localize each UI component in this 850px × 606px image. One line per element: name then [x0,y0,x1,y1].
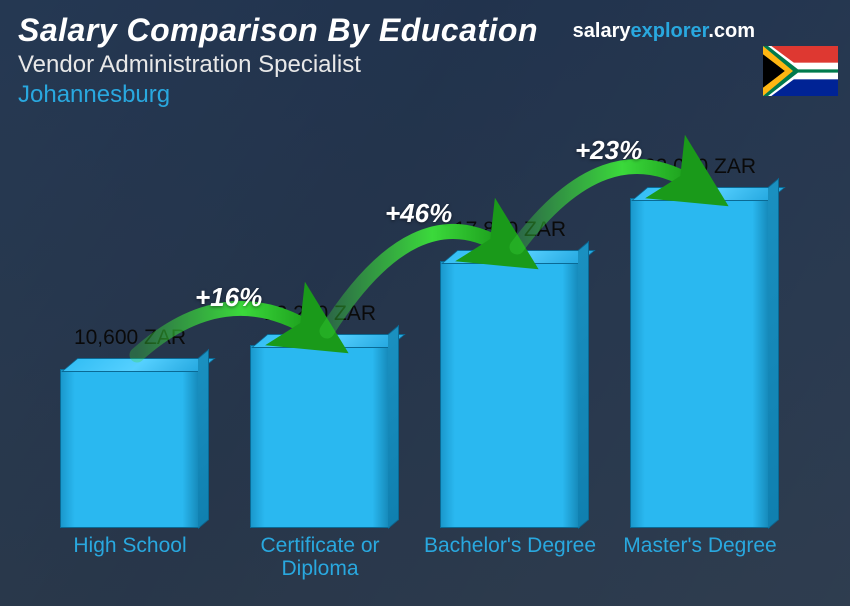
bar-label: Certificate or Diploma [230,534,410,580]
bar-chart: 10,600 ZARHigh School12,200 ZARCertifica… [40,138,810,578]
bar-label: Master's Degree [610,534,790,557]
flag-icon [763,46,838,96]
bar-value: 12,200 ZAR [230,302,410,326]
page-subtitle: Vendor Administration Specialist [18,51,538,79]
bar-group: 12,200 ZARCertificate or Diploma [250,345,390,528]
bar: 10,600 ZAR [60,369,200,528]
bar-label: Bachelor's Degree [420,534,600,557]
bar-group: 17,800 ZARBachelor's Degree [440,261,580,528]
brand-logo: salaryexplorer.com [573,20,755,43]
page-location: Johannesburg [18,81,538,109]
bar-label: High School [40,534,220,557]
brand-part1: salary [573,20,631,42]
bar-value: 10,600 ZAR [40,326,220,350]
bar: 17,800 ZAR [440,261,580,528]
bar: 22,000 ZAR [630,198,770,528]
bar-value: 17,800 ZAR [420,218,600,242]
bar-group: 22,000 ZARMaster's Degree [630,198,770,528]
bar-group: 10,600 ZARHigh School [60,369,200,528]
page-title: Salary Comparison By Education [18,12,538,49]
bar-value: 22,000 ZAR [610,155,790,179]
brand-part2: explorer [630,20,708,42]
bar: 12,200 ZAR [250,345,390,528]
brand-part3: .com [708,20,755,42]
